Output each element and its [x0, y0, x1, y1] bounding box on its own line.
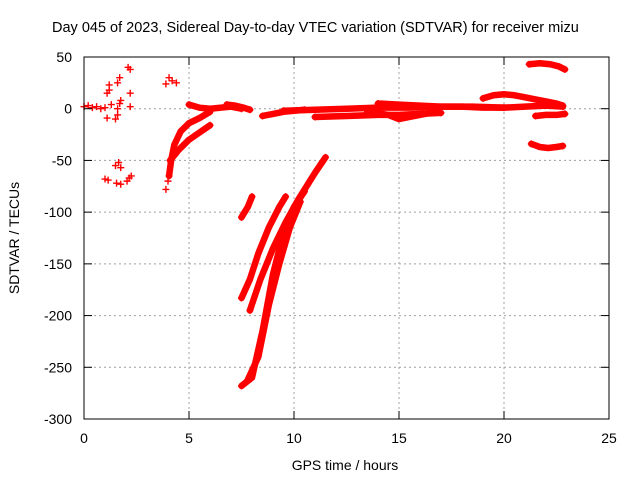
y-tick-label: -150: [44, 256, 72, 272]
y-axis-label: SDTVAR / TECUs: [6, 182, 22, 294]
plot-frame: [83, 56, 610, 420]
track-start-marker: [311, 113, 319, 121]
track-end-marker: [206, 121, 214, 129]
track-end-marker: [559, 142, 567, 150]
series-track-track-i: [244, 198, 304, 383]
data-point: [126, 103, 134, 111]
series-track-track-p: [532, 110, 569, 120]
data-series: [80, 59, 569, 390]
data-point: [113, 179, 121, 187]
x-tick-label: 15: [391, 430, 407, 446]
series-track-track-f: [238, 193, 289, 302]
track-end-marker: [561, 65, 569, 73]
x-tick-label: 20: [496, 430, 512, 446]
data-point: [126, 89, 134, 97]
y-tick-label: -100: [44, 204, 72, 220]
data-point: [126, 65, 134, 73]
data-point: [172, 79, 180, 87]
data-point: [117, 96, 125, 104]
data-point: [103, 114, 111, 122]
y-tick-label: 0: [64, 101, 72, 117]
track-start-marker: [374, 100, 382, 108]
y-tick-label: 50: [56, 49, 72, 65]
track-start-marker: [259, 112, 266, 120]
track-end-marker: [282, 193, 290, 201]
data-point: [105, 81, 113, 89]
track-start-marker: [364, 108, 371, 116]
y-tick-label: -300: [44, 411, 72, 427]
series-track-track-r: [528, 140, 567, 152]
data-point: [162, 80, 170, 88]
track-end-marker: [296, 198, 304, 206]
track-end-marker: [427, 109, 434, 117]
x-tick-label: 0: [80, 430, 88, 446]
track-end-marker: [301, 187, 308, 195]
data-point: [168, 77, 176, 85]
data-point: [115, 158, 123, 166]
data-point: [97, 105, 105, 113]
series-track-track-n: [364, 108, 434, 123]
data-point: [104, 176, 112, 184]
track-end-marker: [322, 153, 329, 161]
track-start-marker: [280, 107, 287, 115]
data-point: [107, 101, 115, 109]
y-tick-label: -200: [44, 308, 72, 324]
track-start-marker: [479, 94, 487, 102]
track-start-marker: [166, 156, 174, 164]
chart-title: Day 045 of 2023, Sidereal Day-to-day VTE…: [52, 20, 579, 36]
track-start-marker: [527, 140, 535, 148]
axis-ticks: 50 0 -50 -100 -150 -200 -250 -300 0 5 10 15 20 25: [44, 49, 617, 446]
track-start-marker: [165, 172, 173, 180]
x-tick-label: 10: [286, 430, 302, 446]
data-point: [165, 74, 173, 82]
data-point: [127, 172, 135, 180]
track-start-marker: [238, 213, 245, 221]
data-point: [88, 104, 96, 112]
track-end-marker: [246, 106, 254, 114]
series-track-track-o: [479, 90, 567, 109]
data-point: [114, 79, 122, 87]
x-tick-label: 5: [185, 430, 193, 446]
y-tick-label: -250: [44, 359, 72, 375]
series-track-track-e: [238, 193, 256, 221]
series-track-track-q: [525, 59, 569, 73]
data-point: [101, 104, 109, 112]
track-end-marker: [559, 102, 567, 110]
data-point: [84, 102, 92, 110]
data-point: [162, 185, 170, 193]
track-end-marker: [561, 110, 569, 118]
track-end-marker: [500, 104, 508, 112]
series-track-track-m: [374, 100, 508, 111]
data-point: [117, 164, 125, 172]
data-point: [116, 100, 124, 108]
track-start-marker: [238, 382, 245, 390]
track-end-marker: [437, 109, 445, 117]
track-start-marker: [246, 306, 254, 314]
data-point: [114, 105, 122, 113]
track-start-marker: [532, 112, 539, 120]
data-point: [116, 74, 124, 82]
data-point: [112, 115, 119, 123]
track-start-marker: [525, 60, 533, 68]
series-track-track-d: [223, 101, 254, 113]
data-point: [114, 111, 122, 119]
x-axis-label: GPS time / hours: [292, 457, 399, 473]
y-tick-label: -50: [52, 152, 72, 168]
track-start-marker: [244, 376, 252, 384]
x-tick-label: 25: [601, 430, 617, 446]
series-track-track-b: [166, 122, 214, 164]
data-point: [117, 180, 125, 188]
track-start-marker: [185, 101, 193, 109]
track-end-marker: [248, 193, 256, 201]
data-point: [101, 175, 109, 183]
data-point: [112, 162, 119, 170]
track-start-marker: [223, 101, 231, 109]
data-point: [93, 103, 101, 111]
track-start-marker: [238, 294, 245, 302]
